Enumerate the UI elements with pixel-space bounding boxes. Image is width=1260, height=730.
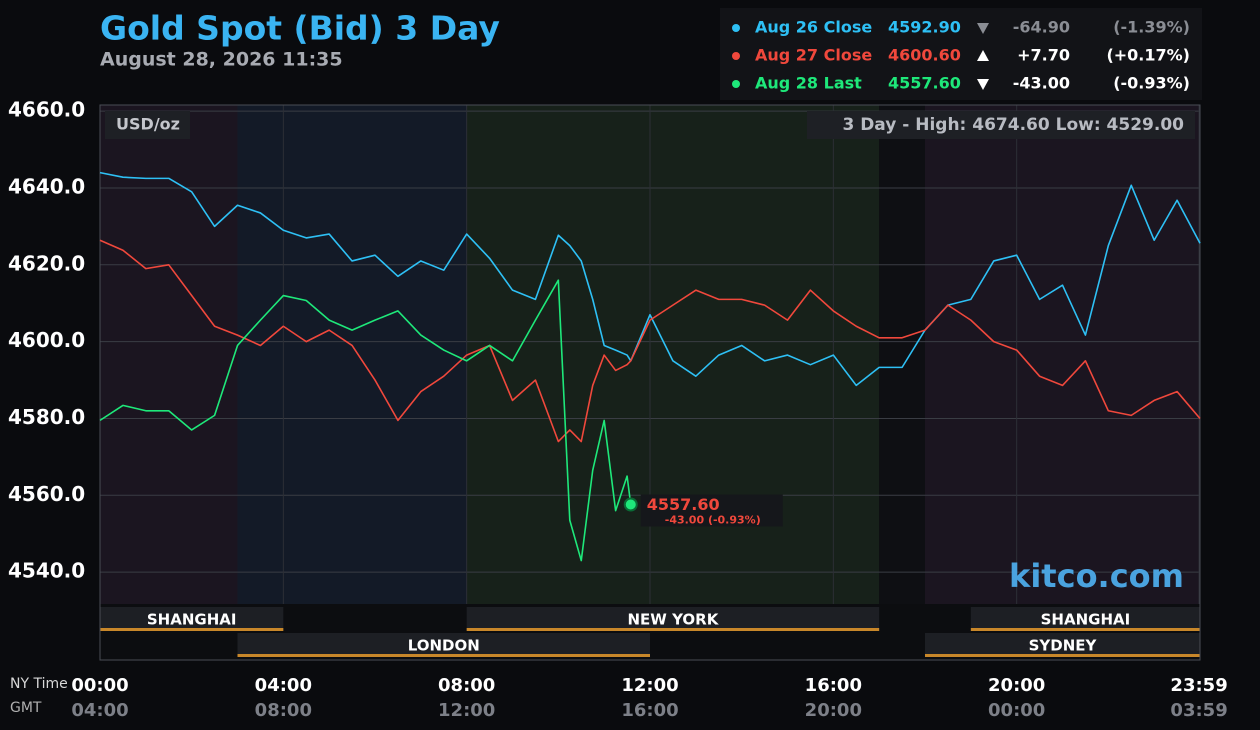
session-zone bbox=[925, 105, 1200, 604]
session-underline bbox=[970, 628, 1200, 631]
lines: 4557.60-43.00 (-0.93%) bbox=[99, 171, 1201, 562]
session-label: SHANGHAI bbox=[147, 611, 237, 629]
x-tick-label: 16:00 bbox=[805, 675, 862, 696]
sessions: SHANGHAI NEW YORK SHANGHAI LONDON SYDNEY bbox=[100, 607, 1200, 657]
plot-frame bbox=[99, 104, 1201, 661]
x-tick-label: 00:00 bbox=[71, 675, 128, 696]
legend-swatch bbox=[732, 52, 740, 60]
session-bar bbox=[925, 633, 1200, 657]
end-label-box bbox=[640, 494, 783, 527]
session-underline bbox=[466, 628, 880, 631]
series-line bbox=[99, 171, 1201, 387]
x2-axis-label: GMT bbox=[10, 700, 42, 716]
x2-tick-label: 00:00 bbox=[988, 700, 1045, 721]
x-tick-label: 08:00 bbox=[438, 675, 495, 696]
session-label: SHANGHAI bbox=[1041, 611, 1131, 629]
session-bar bbox=[466, 607, 880, 631]
range-label: 3 Day - High: 4674.60 Low: 4529.00 bbox=[842, 115, 1184, 135]
session-underline bbox=[237, 654, 650, 657]
session-zone bbox=[879, 105, 925, 604]
chart-title: Gold Spot (Bid) 3 Day bbox=[100, 9, 500, 48]
session-zone bbox=[466, 105, 880, 604]
x2-tick-label: 20:00 bbox=[805, 700, 862, 721]
y-tick-label: 4540.0 bbox=[8, 559, 85, 583]
end-change: -43.00 (-0.93%) bbox=[665, 514, 761, 527]
session-underline bbox=[100, 628, 284, 631]
series-line bbox=[99, 239, 1201, 443]
legend-name: Aug 28 Last bbox=[755, 74, 862, 93]
x2-tick-label: 12:00 bbox=[438, 700, 495, 721]
x-tick-label: 23:59 bbox=[1170, 675, 1227, 696]
x2-tick-label: 08:00 bbox=[255, 700, 312, 721]
y-tick-label: 4620.0 bbox=[8, 251, 85, 275]
legend-swatch bbox=[732, 80, 740, 88]
legend-percent: (+0.17%) bbox=[1106, 46, 1190, 65]
legend-name: Aug 27 Close bbox=[755, 46, 872, 65]
brand: kitco.com bbox=[1009, 557, 1184, 595]
legend-price: 4592.90 bbox=[888, 18, 961, 37]
legend-percent: (-1.39%) bbox=[1113, 18, 1190, 37]
x2-tick-label: 03:59 bbox=[1170, 700, 1227, 721]
session-zone bbox=[237, 105, 467, 604]
x-tick-label: 20:00 bbox=[988, 675, 1045, 696]
legend-change: +7.70 bbox=[1017, 46, 1070, 65]
x2-tick-label: 04:00 bbox=[71, 700, 128, 721]
session-label: NEW YORK bbox=[628, 611, 720, 629]
legend-price: 4557.60 bbox=[888, 74, 961, 93]
chart-subtitle: August 28, 2026 11:35 bbox=[100, 49, 343, 71]
y-tick-label: 4600.0 bbox=[8, 328, 85, 352]
legend-change: -64.90 bbox=[1013, 18, 1070, 37]
unit-box bbox=[105, 111, 190, 139]
end-label: 4557.60 bbox=[647, 495, 720, 514]
y-tick-label: 4560.0 bbox=[8, 482, 85, 506]
session-underline bbox=[925, 654, 1200, 657]
legend-price: 4600.60 bbox=[888, 46, 961, 65]
legend-change: -43.00 bbox=[1013, 74, 1070, 93]
session-zone bbox=[100, 105, 238, 604]
unit-label: USD/oz bbox=[116, 115, 180, 134]
session-label: SYDNEY bbox=[1029, 637, 1098, 655]
legend-percent: (-0.93%) bbox=[1113, 74, 1190, 93]
y-tick-label: 4660.0 bbox=[8, 98, 85, 122]
end-marker bbox=[623, 497, 638, 512]
session-bar bbox=[970, 607, 1200, 631]
session-bar bbox=[237, 633, 650, 657]
y-tick-label: 4640.0 bbox=[8, 174, 85, 198]
arrow-down bbox=[977, 23, 989, 34]
range-box bbox=[807, 111, 1195, 139]
session-label: LONDON bbox=[408, 637, 480, 655]
legend-swatch bbox=[732, 24, 740, 32]
y-tick-label: 4580.0 bbox=[8, 405, 85, 429]
arrow-down bbox=[977, 79, 989, 90]
series-line bbox=[99, 279, 632, 562]
legend-panel bbox=[720, 8, 1202, 100]
x-tick-label: 12:00 bbox=[621, 675, 678, 696]
x-axis-label: NY Time bbox=[10, 676, 68, 692]
legend-name: Aug 26 Close bbox=[755, 18, 872, 37]
x2-tick-label: 16:00 bbox=[621, 700, 678, 721]
arrow-up bbox=[977, 50, 989, 61]
legend: Aug 26 Close 4592.90 -64.90 (-1.39%) Aug 27 … bbox=[732, 18, 1190, 93]
session-bar bbox=[100, 607, 284, 631]
x-tick-label: 04:00 bbox=[255, 675, 312, 696]
